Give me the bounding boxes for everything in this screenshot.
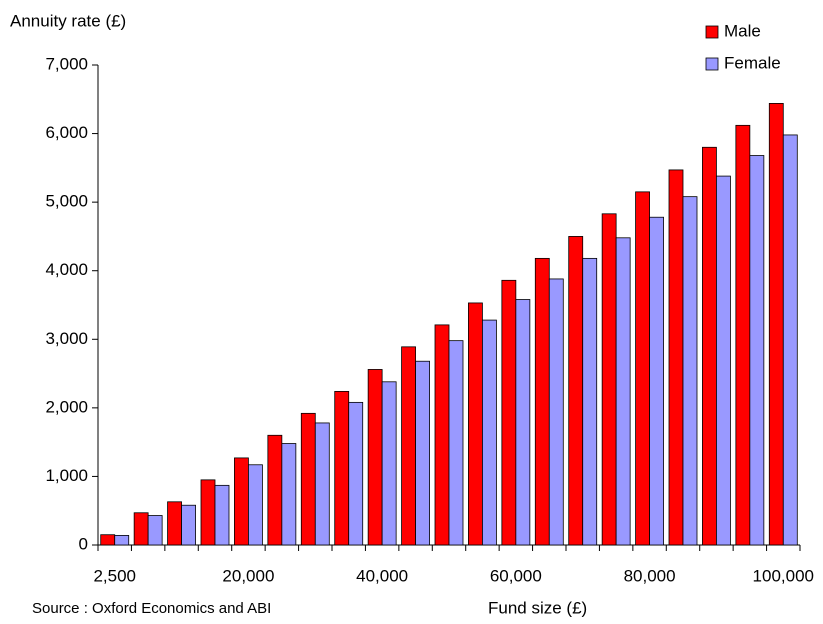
bar xyxy=(348,401,364,546)
legend-label: Male xyxy=(724,21,761,40)
bar xyxy=(615,237,631,546)
bar xyxy=(649,216,664,546)
bar xyxy=(582,257,598,546)
bar xyxy=(515,299,531,546)
bar xyxy=(181,504,196,546)
bar xyxy=(214,484,230,546)
bar xyxy=(401,346,416,546)
x-tick-label: 100,000 xyxy=(753,566,814,585)
x-tick-label: 2,500 xyxy=(93,566,136,585)
bar xyxy=(716,175,731,546)
bar xyxy=(702,146,717,546)
legend-swatch xyxy=(705,25,719,39)
bar xyxy=(749,155,765,546)
bar xyxy=(434,324,450,546)
bar xyxy=(267,434,283,546)
bar xyxy=(167,501,182,546)
source-note: Source : Oxford Economics and ABI xyxy=(32,600,271,617)
bar xyxy=(314,422,330,546)
bar xyxy=(133,512,149,546)
bar xyxy=(735,124,751,546)
bar xyxy=(114,535,130,546)
y-tick-label: 3,000 xyxy=(45,329,88,348)
bar xyxy=(501,279,517,546)
bar xyxy=(782,134,798,546)
x-axis-title: Fund size (£) xyxy=(488,598,587,617)
bar xyxy=(147,515,163,546)
y-tick-label: 6,000 xyxy=(45,123,88,142)
bar xyxy=(482,319,497,546)
bar xyxy=(334,390,350,546)
y-tick-label: 1,000 xyxy=(45,466,88,485)
x-tick-label: 80,000 xyxy=(624,566,676,585)
bar xyxy=(548,278,564,546)
x-tick-label: 60,000 xyxy=(490,566,542,585)
y-tick-label: 5,000 xyxy=(45,192,88,211)
bar xyxy=(534,257,550,546)
bar xyxy=(200,479,216,546)
bar xyxy=(234,457,249,546)
bar xyxy=(281,443,297,546)
bar xyxy=(448,340,464,546)
bar xyxy=(367,369,383,546)
bar xyxy=(768,103,784,546)
bar xyxy=(682,196,698,546)
bar xyxy=(601,213,617,546)
legend-swatch xyxy=(705,57,719,71)
legend-label: Female xyxy=(724,53,781,72)
bar xyxy=(635,191,650,546)
y-tick-label: 4,000 xyxy=(45,260,88,279)
bar xyxy=(100,534,116,546)
y-tick-label: 2,000 xyxy=(45,397,88,416)
x-tick-label: 20,000 xyxy=(222,566,274,585)
y-tick-label: 0 xyxy=(79,534,88,553)
bar xyxy=(300,412,316,546)
bar xyxy=(468,302,483,546)
y-tick-label: 7,000 xyxy=(45,54,88,73)
x-tick-label: 40,000 xyxy=(356,566,408,585)
bar xyxy=(668,169,684,546)
bar xyxy=(248,464,263,546)
bar xyxy=(415,360,430,546)
y-axis-title: Annuity rate (£) xyxy=(10,11,126,30)
bar xyxy=(381,381,397,546)
bar xyxy=(568,236,584,546)
